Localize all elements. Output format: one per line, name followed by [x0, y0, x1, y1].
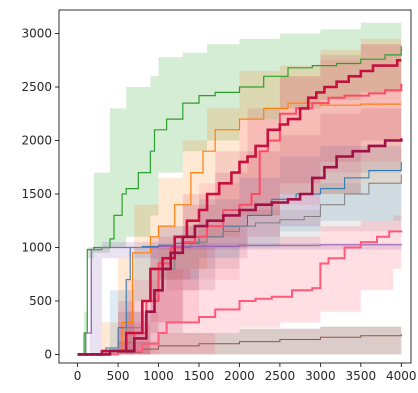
series-2-line: [77, 102, 402, 355]
y-tick-label: 1000: [21, 240, 52, 254]
series-1-band: [77, 17, 402, 355]
x-tick-label: 1000: [143, 369, 174, 383]
series-7-band: [77, 215, 402, 355]
x-tick-label: 4000: [386, 369, 417, 383]
x-tick-label: 2500: [265, 369, 296, 383]
series-6-band: [77, 156, 402, 355]
x-axis: 0 500 1000 1500 2000 2500 3000 3500 4000: [74, 363, 417, 383]
series-4-line: [77, 244, 402, 355]
x-tick-label: 3500: [346, 369, 377, 383]
x-tick-label: 3000: [305, 369, 336, 383]
y-tick-label: 2000: [21, 134, 52, 148]
x-tick-label: 0: [74, 369, 82, 383]
x-tick-label: 2000: [224, 369, 255, 383]
series-1-line: [77, 46, 402, 355]
y-tick-label: 1500: [21, 187, 52, 201]
series-4-band: [77, 242, 402, 355]
y-tick-label: 500: [29, 294, 52, 308]
y-axis: 0 500 1000 1500 2000 2500 3000: [21, 27, 59, 361]
series-10-line: [77, 138, 403, 356]
x-tick-label: 1500: [184, 369, 215, 383]
y-tick-label: 2500: [21, 80, 52, 94]
y-tick-label: 3000: [21, 27, 52, 41]
series-lines: [77, 46, 403, 356]
series-8-line: [77, 83, 403, 356]
series-3-band: [77, 129, 402, 355]
x-tick-label: 500: [107, 369, 130, 383]
series-7-line: [77, 230, 403, 356]
y-tick-label: 0: [44, 347, 52, 361]
series-5-line: [77, 334, 402, 355]
plot-frame: [58, 9, 412, 364]
